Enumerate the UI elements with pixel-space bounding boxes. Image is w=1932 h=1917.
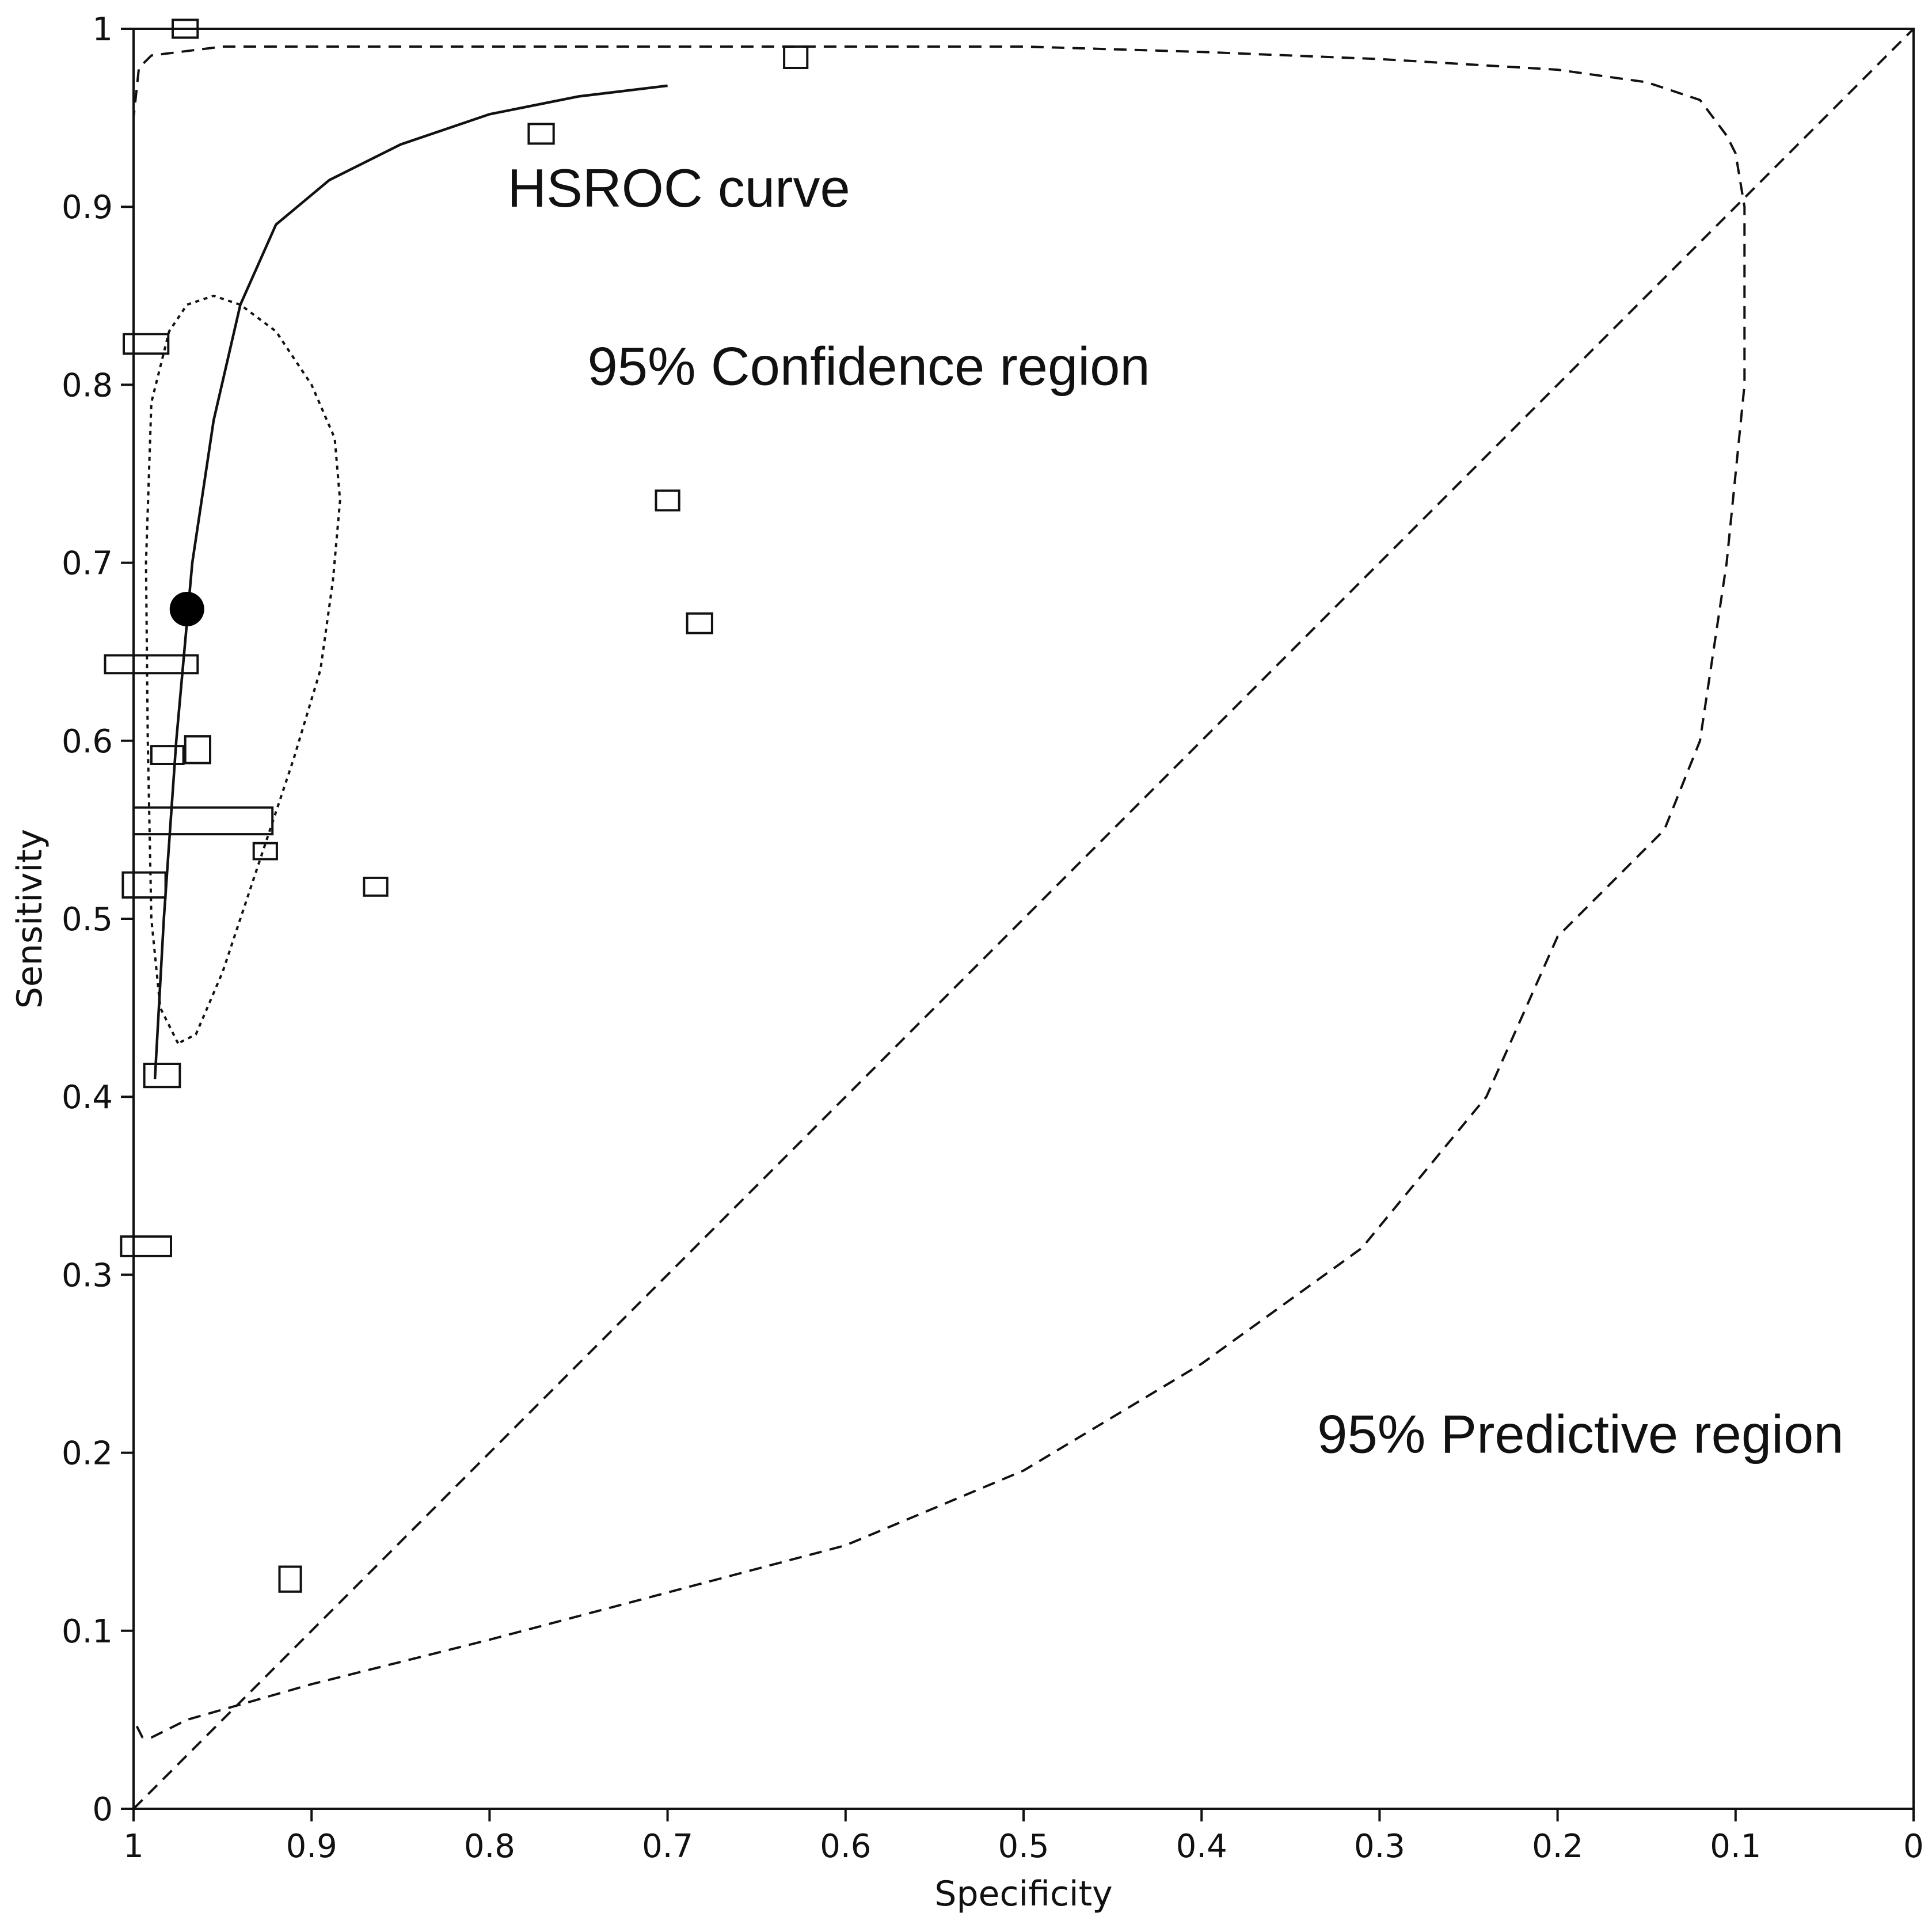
study-point-7 bbox=[104, 654, 199, 675]
x-tick-label: 0.5 bbox=[998, 1828, 1049, 1865]
predictive-region-contour bbox=[132, 45, 1746, 1739]
y-tick-label: 0 bbox=[92, 1791, 113, 1828]
study-point-15 bbox=[120, 1235, 172, 1257]
summary-point bbox=[169, 591, 204, 626]
x-tick-label: 1 bbox=[123, 1828, 144, 1865]
study-point-12 bbox=[363, 876, 389, 897]
x-tick-label: 0.4 bbox=[1176, 1828, 1227, 1865]
study-point-3 bbox=[527, 123, 555, 145]
confidence-region-contour bbox=[144, 294, 341, 1045]
study-point-8 bbox=[184, 735, 212, 764]
y-axis-title: Sensitivity bbox=[10, 829, 50, 1009]
y-tick-label: 0.2 bbox=[62, 1435, 113, 1473]
y-tick-label: 0.5 bbox=[62, 901, 113, 938]
x-tick-label: 0.7 bbox=[642, 1828, 693, 1865]
study-point-2 bbox=[783, 45, 809, 69]
x-tick-label: 0.8 bbox=[464, 1828, 515, 1865]
study-point-10 bbox=[132, 806, 274, 836]
study-point-6 bbox=[686, 612, 713, 634]
y-tick-label: 0.3 bbox=[62, 1257, 113, 1294]
x-axis-title: Specificity bbox=[934, 1874, 1112, 1914]
x-tick-label: 0.3 bbox=[1354, 1828, 1405, 1865]
y-tick-label: 1 bbox=[92, 11, 113, 48]
x-tick-label: 0.2 bbox=[1532, 1828, 1583, 1865]
study-point-5 bbox=[655, 489, 680, 512]
study-point-1 bbox=[172, 18, 199, 39]
study-point-16 bbox=[278, 1565, 302, 1593]
y-tick-label: 0.7 bbox=[62, 545, 113, 583]
y-tick-label: 0.8 bbox=[62, 367, 113, 404]
x-tick-label: 0.1 bbox=[1710, 1828, 1761, 1865]
study-point-11 bbox=[252, 842, 278, 861]
study-point-9 bbox=[150, 745, 185, 765]
x-tick-label: 0.6 bbox=[820, 1828, 871, 1865]
x-tick-label: 0.9 bbox=[286, 1828, 337, 1865]
annotation-label-3: 95% Predictive region bbox=[1317, 1404, 1843, 1465]
study-point-13 bbox=[121, 871, 167, 899]
hsroc-curve bbox=[153, 84, 668, 1079]
chance-diagonal-line bbox=[132, 28, 1915, 1810]
study-point-4 bbox=[123, 333, 170, 355]
annotation-label-2: 95% Confidence region bbox=[587, 336, 1150, 396]
y-tick-label: 0.6 bbox=[62, 723, 113, 760]
y-tick-label: 0.4 bbox=[62, 1079, 113, 1116]
x-tick-label: 0 bbox=[1903, 1828, 1924, 1865]
y-tick-label: 0.9 bbox=[62, 189, 113, 226]
study-point-14 bbox=[143, 1063, 181, 1089]
annotation-label-1: HSROC curve bbox=[507, 158, 850, 218]
y-tick-label: 0.1 bbox=[62, 1613, 113, 1650]
